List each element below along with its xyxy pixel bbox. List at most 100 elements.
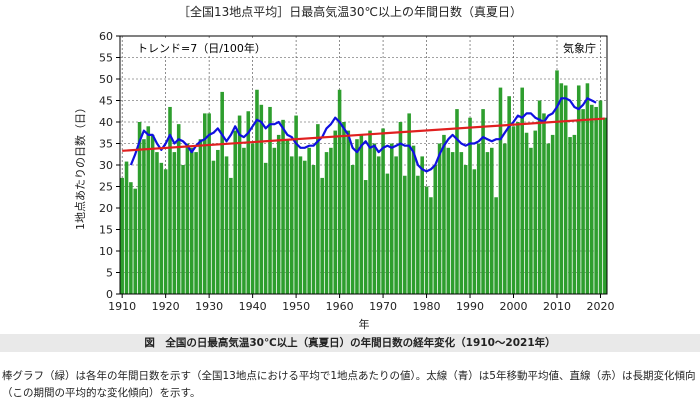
bar: [581, 109, 585, 294]
bar: [272, 147, 277, 294]
trend-line: [122, 117, 605, 152]
x-tick-label: 2020: [586, 300, 614, 313]
bar: [550, 134, 555, 294]
bar: [576, 85, 581, 294]
bar: [307, 147, 311, 294]
bar: [350, 165, 355, 294]
y-axis: 0 5 10 15 20 25 30 35 40 45 50 55 60: [99, 30, 120, 301]
bar: [368, 130, 372, 294]
y-tick-label: 10: [99, 245, 113, 258]
bar: [194, 152, 198, 294]
x-tick-label: 1960: [326, 300, 354, 313]
bar: [133, 188, 138, 294]
bar: [546, 143, 551, 294]
bar: [403, 175, 407, 294]
bar: [442, 134, 446, 294]
y-axis-label: 1地点あたりの日数（日）: [74, 102, 87, 230]
bar: [537, 100, 542, 294]
x-tick-label: 1930: [195, 300, 223, 313]
x-axis-label: 年: [359, 317, 370, 331]
bar: [137, 122, 142, 294]
bar: [398, 122, 403, 294]
bar: [281, 119, 285, 294]
y-tick-label: 40: [99, 116, 113, 129]
bar: [572, 134, 577, 294]
bar: [216, 149, 220, 294]
bar: [381, 128, 385, 294]
y-tick-label: 60: [99, 30, 113, 43]
bar: [211, 160, 216, 294]
bar: [181, 165, 185, 294]
bar: [437, 143, 442, 294]
bar: [433, 165, 438, 294]
bar: [150, 134, 155, 294]
bar: [489, 147, 494, 294]
bar: [507, 96, 511, 294]
jma-credit: 気象庁: [563, 41, 596, 55]
bar: [455, 109, 459, 294]
bar: [450, 152, 455, 294]
bar: [372, 143, 377, 294]
trend-label-box: [132, 40, 280, 56]
bar: [594, 106, 598, 294]
bar: [485, 152, 490, 294]
x-tick-label: 1980: [413, 300, 441, 313]
bar: [303, 160, 307, 294]
y-tick-label: 15: [99, 224, 113, 237]
bar: [585, 83, 590, 294]
y-tick-label: 35: [99, 138, 113, 151]
bar: [268, 106, 272, 294]
bar: [520, 87, 524, 294]
bar: [250, 143, 255, 294]
bar: [124, 161, 129, 294]
bar: [511, 126, 516, 294]
bar: [346, 130, 351, 294]
y-tick-label: 0: [106, 288, 113, 301]
bar: [294, 115, 298, 294]
bar: [146, 126, 151, 294]
chart-title: ［全国13地点平均］日最高気温30℃以上の年間日数（真夏日）: [178, 4, 522, 19]
bar: [355, 139, 359, 294]
bar: [555, 70, 559, 295]
bar: [376, 156, 381, 294]
bar: [411, 145, 416, 294]
bar: [198, 139, 203, 294]
bar: [503, 143, 507, 294]
bar: [563, 85, 568, 294]
bar: [337, 89, 342, 294]
bar: [342, 122, 346, 294]
bar: [359, 134, 364, 294]
bar: [276, 134, 281, 294]
y-tick-label: 5: [106, 267, 113, 280]
bar: [246, 111, 251, 294]
bar: [463, 165, 468, 294]
x-tick-label: 2000: [500, 300, 528, 313]
bar: [529, 147, 533, 294]
bar: [494, 197, 498, 294]
x-tick-label: 1970: [369, 300, 397, 313]
bar: [476, 143, 481, 294]
y-tick-label: 55: [99, 52, 113, 65]
y-tick-label: 25: [99, 181, 113, 194]
bar: [324, 152, 329, 294]
bar: [316, 124, 320, 295]
bar: [385, 173, 390, 294]
bar: [185, 143, 190, 294]
bar: [155, 152, 159, 294]
x-tick-label: 1990: [456, 300, 484, 313]
bar: [298, 156, 303, 294]
bar: [229, 177, 233, 294]
bar: [233, 130, 238, 294]
y-tick-label: 45: [99, 95, 113, 108]
x-tick-label: 1920: [152, 300, 180, 313]
bar: [603, 117, 607, 294]
lines: [122, 97, 605, 173]
bar: [172, 152, 177, 294]
bar: [263, 162, 268, 294]
figure-caption: 図 全国の日最高気温30℃以上（真夏日）の年間日数の経年変化（1910〜2021…: [0, 334, 700, 352]
bar: [203, 113, 207, 295]
bar: [472, 169, 477, 294]
bar: [468, 117, 472, 294]
bar: [498, 87, 503, 294]
trend-annotation: トレンド=7（日/100年）: [137, 41, 266, 55]
